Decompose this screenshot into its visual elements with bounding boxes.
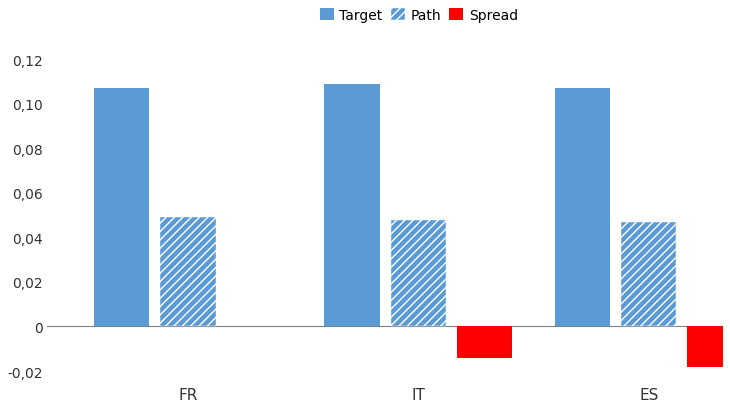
Bar — [555, 89, 610, 327]
Bar — [324, 85, 380, 327]
Bar — [391, 220, 446, 327]
Bar — [621, 222, 677, 327]
Bar — [688, 327, 730, 367]
Bar — [94, 89, 149, 327]
Bar — [161, 218, 215, 327]
Legend: Target, Path, Spread: Target, Path, Spread — [315, 3, 523, 29]
Bar — [457, 327, 512, 358]
